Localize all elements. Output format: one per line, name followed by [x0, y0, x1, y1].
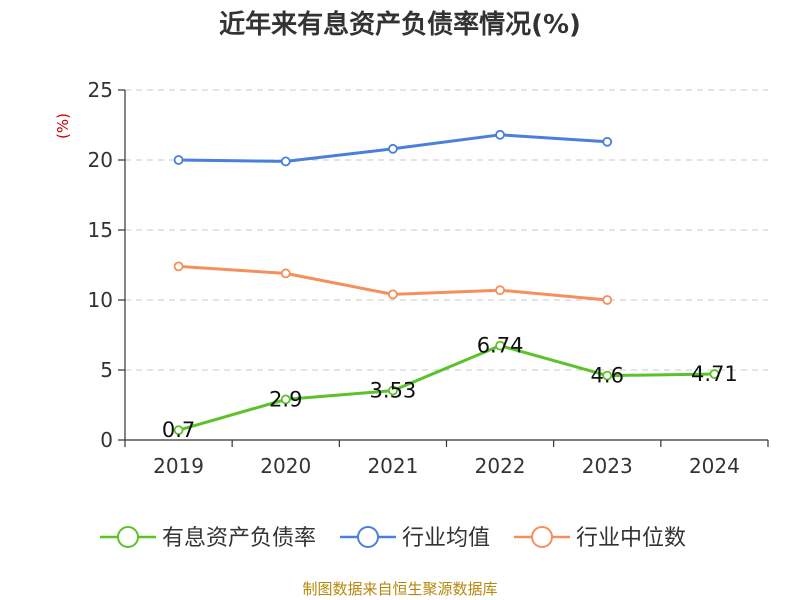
data-point — [602, 136, 613, 147]
legend-label: 行业中位数 — [576, 526, 686, 551]
data-point — [280, 394, 291, 405]
data-point — [173, 155, 184, 165]
axes: 0 5 10 15 20 25 2019 2020 2021 2022 2023 2024 — [88, 78, 769, 478]
x-tick-label: 2023 — [582, 454, 633, 478]
data-label: 6.74 — [477, 334, 524, 358]
data-point — [388, 289, 398, 300]
series-line-1 — [178, 344, 715, 432]
data-point — [602, 370, 613, 381]
x-tick-label: 2021 — [367, 454, 418, 478]
data-label: 3.53 — [370, 379, 417, 403]
data-point — [388, 385, 398, 396]
y-tick-label: 25 — [88, 78, 113, 102]
data-point — [280, 156, 291, 167]
chart-title: 近年来有息资产负债率情况(%) — [219, 9, 581, 40]
legend-marker — [531, 526, 554, 548]
x-tick-label: 2022 — [475, 454, 526, 478]
series-lines — [173, 129, 720, 436]
y-tick-label: 15 — [88, 218, 113, 242]
source-note: 制图数据来自恒生聚源数据库 — [302, 580, 497, 598]
y-tick-label: 5 — [100, 358, 113, 382]
data-labels: 0.7 2.9 3.53 6.74 4.6 4.71 — [162, 334, 738, 443]
data-point — [173, 425, 184, 436]
x-tick-label: 2020 — [260, 454, 311, 478]
data-point — [495, 129, 505, 140]
y-tick-label: 20 — [88, 148, 113, 172]
y-tick-label: 10 — [88, 288, 113, 312]
data-point — [495, 340, 505, 351]
data-point — [709, 369, 720, 379]
data-label: 2.9 — [269, 387, 302, 411]
legend-item-2: 行业均值 — [340, 526, 490, 551]
legend-label: 行业均值 — [402, 526, 490, 551]
x-tick-label: 2019 — [153, 454, 204, 478]
legend-marker — [357, 526, 380, 548]
legend-marker — [117, 526, 139, 548]
legend: 有息资产负债率 行业均值 行业中位数 — [100, 526, 686, 551]
x-tick-label: 2024 — [689, 454, 740, 478]
legend-item-1: 有息资产负债率 — [100, 526, 316, 551]
grid-lines — [125, 89, 768, 371]
data-point — [388, 143, 398, 154]
data-label: 4.71 — [691, 362, 738, 386]
data-point — [173, 261, 184, 272]
data-label: 4.6 — [591, 364, 624, 388]
data-point — [602, 295, 613, 305]
data-point — [280, 268, 291, 279]
data-point — [495, 285, 505, 296]
y-axis-label: (%) — [54, 113, 72, 139]
legend-label: 有息资产负债率 — [162, 526, 316, 551]
legend-item-3: 行业中位数 — [514, 526, 686, 551]
data-label: 0.7 — [162, 418, 195, 442]
y-tick-label: 0 — [100, 428, 113, 452]
